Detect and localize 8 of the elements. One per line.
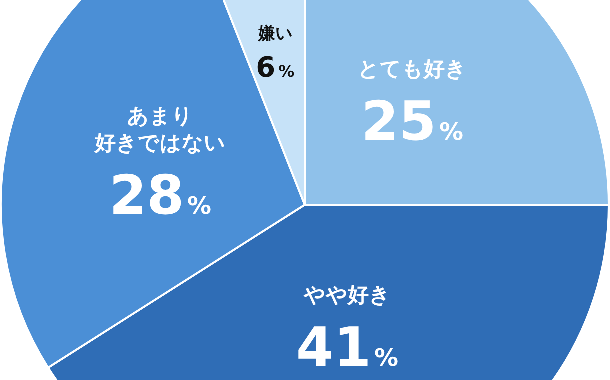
- slice-label: あまり好きではない: [94, 104, 226, 156]
- slice-label: とても好き: [358, 57, 467, 82]
- slice-label: やや好き: [302, 283, 391, 307]
- data-label: 25%: [361, 90, 464, 154]
- slice-label: 嫌い: [257, 24, 292, 44]
- data-label: 41%: [296, 316, 399, 379]
- data-label: 6%: [256, 51, 295, 84]
- data-label: 28%: [109, 164, 212, 228]
